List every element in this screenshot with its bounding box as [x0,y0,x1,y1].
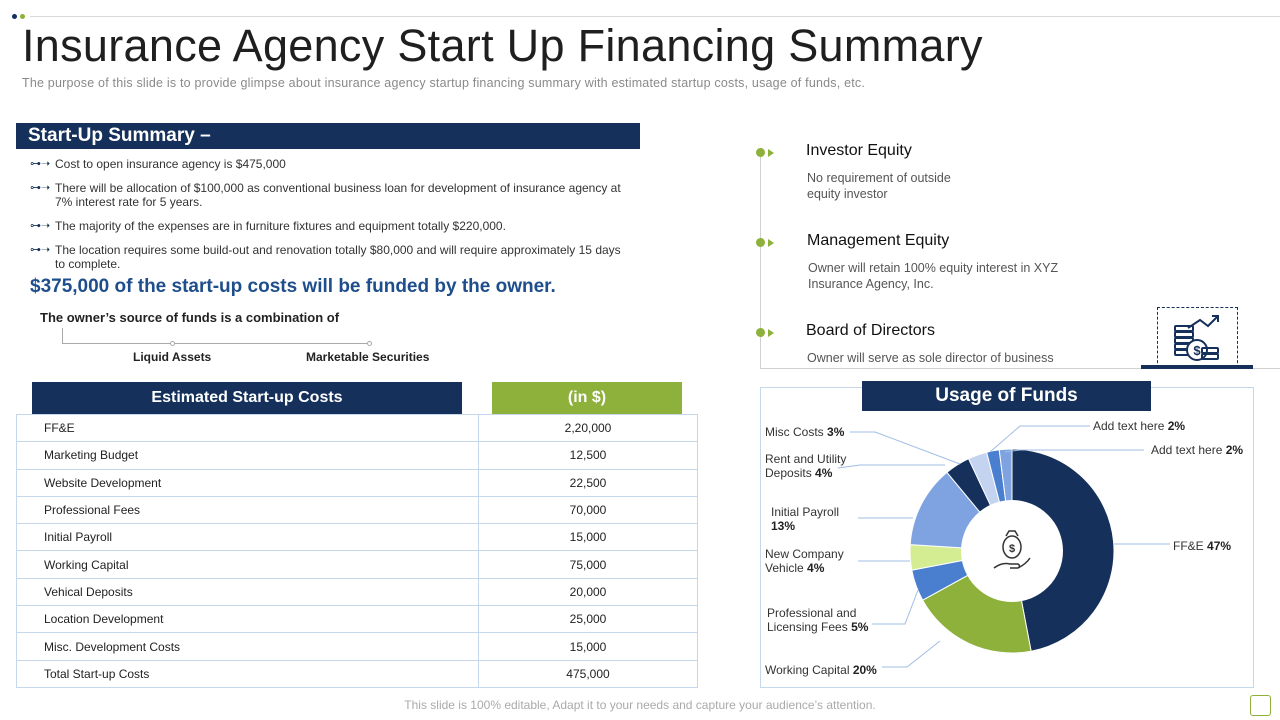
footer-note: This slide is 100% editable, Adapt it to… [404,698,876,712]
finance-growth-icon: $ [1157,307,1238,368]
cost-label: Initial Payroll [16,523,479,552]
source-liquid-assets: Liquid Assets [133,350,212,364]
cost-table: FF&E 2,20,000 Marketing Budget 12,500 Webs… [16,413,698,688]
top-rule [30,16,1280,17]
cost-value: 12,500 [478,441,698,470]
label-add-text-1: Add text here 2% [1093,419,1186,433]
cost-label: Misc. Development Costs [16,632,479,661]
list-item: ⊶➝ There will be allocation of $100,000 a… [30,181,630,209]
cost-value: 2,20,000 [478,413,698,443]
bullet-text: The location requires some build-out and… [55,243,621,271]
page-subtitle: The purpose of this slide is to provide … [22,76,866,90]
equity-title: Investor Equity [806,142,912,159]
timeline-base-line [760,368,1280,369]
usage-heading: Usage of Funds [862,381,1151,411]
timeline-line [760,152,761,368]
money-hand-icon [993,530,1031,569]
cost-label: Website Development [16,468,479,497]
label-rent-deposits: Rent and Utility Deposits 4% [765,452,847,480]
label-initial-payroll: Initial Payroll 13% [771,505,840,533]
equity-desc: Owner will retain 100% equity interest i… [808,261,1059,291]
cost-label: Total Start-up Costs [16,659,479,688]
tree-connector [62,343,372,344]
table-row: Marketing Budget 12,500 [16,441,698,470]
equity-desc: Owner will serve as sole director of bus… [807,351,1054,365]
bullet-marker-icon [756,238,774,247]
table-row: Vehical Deposits 20,000 [16,577,698,607]
cost-table-header-unit: (in $) [492,382,682,414]
dollar-sign-icon: $ [1009,543,1015,555]
donut-hole [961,500,1063,602]
label-ffe: FF&E 47% [1173,539,1232,553]
table-row: Total Start-up Costs 475,000 [16,659,698,688]
equity-title: Management Equity [807,232,950,249]
accent-dot [20,14,25,19]
arrow-bullet-icon: ⊶➝ [30,244,51,256]
label-company-vehicle: New Company Vehicle 4% [765,547,844,575]
funds-combination-label: The owner’s source of funds is a combina… [40,310,340,325]
cost-table-header-label: Estimated Start-up Costs [32,382,462,414]
cost-value: 20,000 [478,577,698,607]
label-add-text-2: Add text here 2% [1151,443,1244,457]
pie-slice-ff-e [1011,448,1115,652]
bullet-text: Cost to open insurance agency is $475,00… [55,157,286,171]
label-working-capital: Working Capital 20% [765,663,877,677]
cost-label: Working Capital [16,550,479,579]
list-item: ⊶➝ The majority of the expenses are in fu… [30,219,630,233]
icon-underline [1141,365,1253,369]
cost-label: Professional Fees [16,495,479,525]
list-item: ⊶➝ The location requires some build-out a… [30,243,630,271]
equity-title: Board of Directors [806,322,935,339]
leader-lines [837,425,1170,668]
cost-value: 22,500 [478,468,698,497]
arrow-bullet-icon: ⊶➝ [30,220,51,232]
accent-dot [12,14,17,19]
svg-text:$: $ [1193,343,1201,358]
funded-statement: $375,000 of the start-up costs will be f… [30,276,556,297]
equity-desc: No requirement of outside equity investor [807,171,951,201]
tree-node-icon [170,341,175,346]
table-row: Location Development 25,000 [16,605,698,634]
label-misc-costs: Misc Costs 3% [765,425,845,439]
summary-bullets: ⊶➝ Cost to open insurance agency is $475,… [30,157,630,281]
table-row: FF&E 2,20,000 [16,413,698,443]
cost-value: 70,000 [478,495,698,525]
bullet-text: There will be allocation of $100,000 as … [55,181,621,209]
table-row: Website Development 22,500 [16,468,698,497]
cost-label: Location Development [16,605,479,634]
list-item: ⊶➝ Cost to open insurance agency is $475,… [30,157,630,171]
cost-value: 75,000 [478,550,698,579]
tree-connector [62,328,63,343]
cost-label: Vehical Deposits [16,577,479,607]
bullet-marker-icon [756,328,774,337]
page-title: Insurance Agency Start Up Financing Summ… [22,20,983,71]
bullet-marker-icon [756,148,774,157]
bullet-text: The majority of the expenses are in furn… [55,219,506,233]
cost-value: 25,000 [478,605,698,634]
table-row: Misc. Development Costs 15,000 [16,632,698,661]
arrow-bullet-icon: ⊶➝ [30,158,51,170]
source-marketable-securities: Marketable Securities [306,350,430,364]
cost-value: 475,000 [478,659,698,688]
table-row: Initial Payroll 15,000 [16,523,698,552]
table-row: Working Capital 75,000 [16,550,698,579]
arrow-bullet-icon: ⊶➝ [30,182,51,194]
tree-node-icon [367,341,372,346]
usage-donut-chart: $ [837,425,1170,668]
label-professional-fees: Professional and Licensing Fees 5% [767,606,869,634]
cost-label: Marketing Budget [16,441,479,470]
corner-frame-icon [1250,695,1271,716]
cost-value: 15,000 [478,632,698,661]
cost-label: FF&E [16,413,479,443]
table-row: Professional Fees 70,000 [16,495,698,525]
cost-value: 15,000 [478,523,698,552]
summary-heading: Start-Up Summary – [16,123,640,149]
